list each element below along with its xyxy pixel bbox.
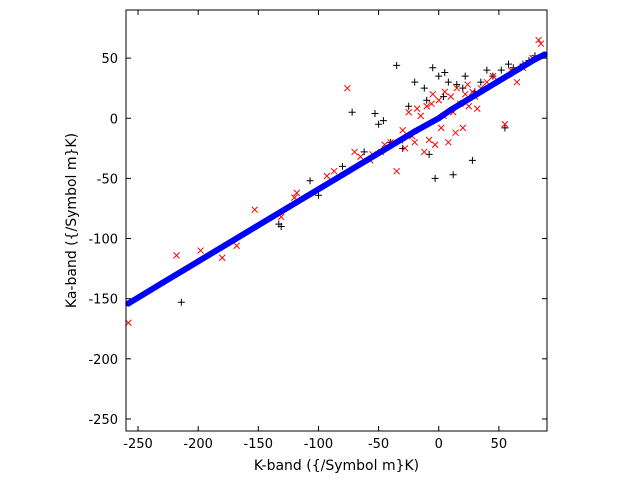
data-point [477,78,485,86]
data-point [449,171,457,179]
data-point [437,124,445,132]
data-point [444,78,452,86]
data-point [306,177,314,185]
data-point [441,69,449,77]
data-point [423,96,431,104]
x-tick-label: -200 [183,437,213,452]
data-point [489,72,497,80]
data-point [513,78,521,86]
y-axis-label: Ka-band ({/Symbol m}K) [64,133,80,308]
y-tick-label: -150 [88,293,118,308]
x-tick-label: -150 [244,437,274,452]
data-point [339,162,347,170]
data-point [314,191,322,199]
x-axis-label: K-band ({/Symbol m}K) [254,458,419,474]
data-point [429,90,437,98]
data-point [445,138,452,146]
data-point [348,108,356,116]
plot-frame [125,9,548,432]
data-point [375,120,383,128]
data-point [452,129,459,137]
blue-series-band [125,51,548,307]
data-point [251,206,259,214]
x-tick-label: -50 [368,437,389,452]
data-point [293,189,301,197]
data-point [497,66,505,74]
data-point [468,156,476,164]
data-point [405,102,413,110]
data-point [360,148,368,156]
data-point [405,108,413,116]
x-tick-label: 0 [435,437,443,452]
y-tick-label: -50 [97,172,118,187]
data-point [425,136,433,144]
data-point [483,66,491,74]
data-point [440,93,448,101]
data-point [233,242,241,250]
data-point [393,61,401,69]
data-point [330,167,338,175]
data-point [411,138,419,146]
data-point [465,102,473,110]
data-point [393,167,400,175]
data-point [459,84,467,92]
data-point [357,153,364,161]
data-point [277,223,285,231]
data-point [453,81,461,89]
y-axis-ticks: -250 -200 -150 -100 -50 0 50 [88,52,547,428]
x-axis-ticks: -250 -200 -150 -100 -50 0 50 [123,10,507,452]
data-point [411,78,419,86]
data-point [464,81,471,88]
x-tick-label: 50 [491,437,508,452]
data-point [435,96,443,104]
data-point [371,109,379,117]
y-tick-label: -100 [88,233,118,248]
data-point [343,84,351,92]
data-point [218,254,226,262]
data-point [379,117,387,125]
data-point [323,172,331,180]
data-point [501,124,509,132]
data-point [401,144,409,152]
data-point [173,252,180,259]
data-point [447,93,455,100]
data-point [505,60,513,68]
data-point [435,72,443,80]
data-point [453,84,461,92]
y-tick-label: 50 [101,52,118,67]
data-point [197,247,204,254]
data-point [413,105,421,112]
data-point [461,90,469,98]
data-point [429,64,437,72]
data-point [428,100,435,108]
data-point [420,148,428,156]
data-point [441,88,449,96]
data-point [431,174,439,182]
data-point [431,141,439,149]
y-tick-label: -250 [88,413,118,428]
data-point [473,105,481,112]
data-point [459,124,467,132]
y-tick-label: -200 [88,353,118,368]
x-tick-label: -100 [304,437,334,452]
data-point [351,148,358,156]
data-point [537,40,545,48]
data-point [535,36,542,44]
data-point [461,72,469,80]
data-point [423,102,431,110]
data-point [501,120,509,128]
data-point [417,112,425,120]
data-point [399,126,407,134]
data-point [420,84,428,92]
points-layer [125,36,548,327]
data-point [177,298,185,306]
y-tick-label: 0 [110,112,118,127]
x-tick-label: -250 [123,437,153,452]
